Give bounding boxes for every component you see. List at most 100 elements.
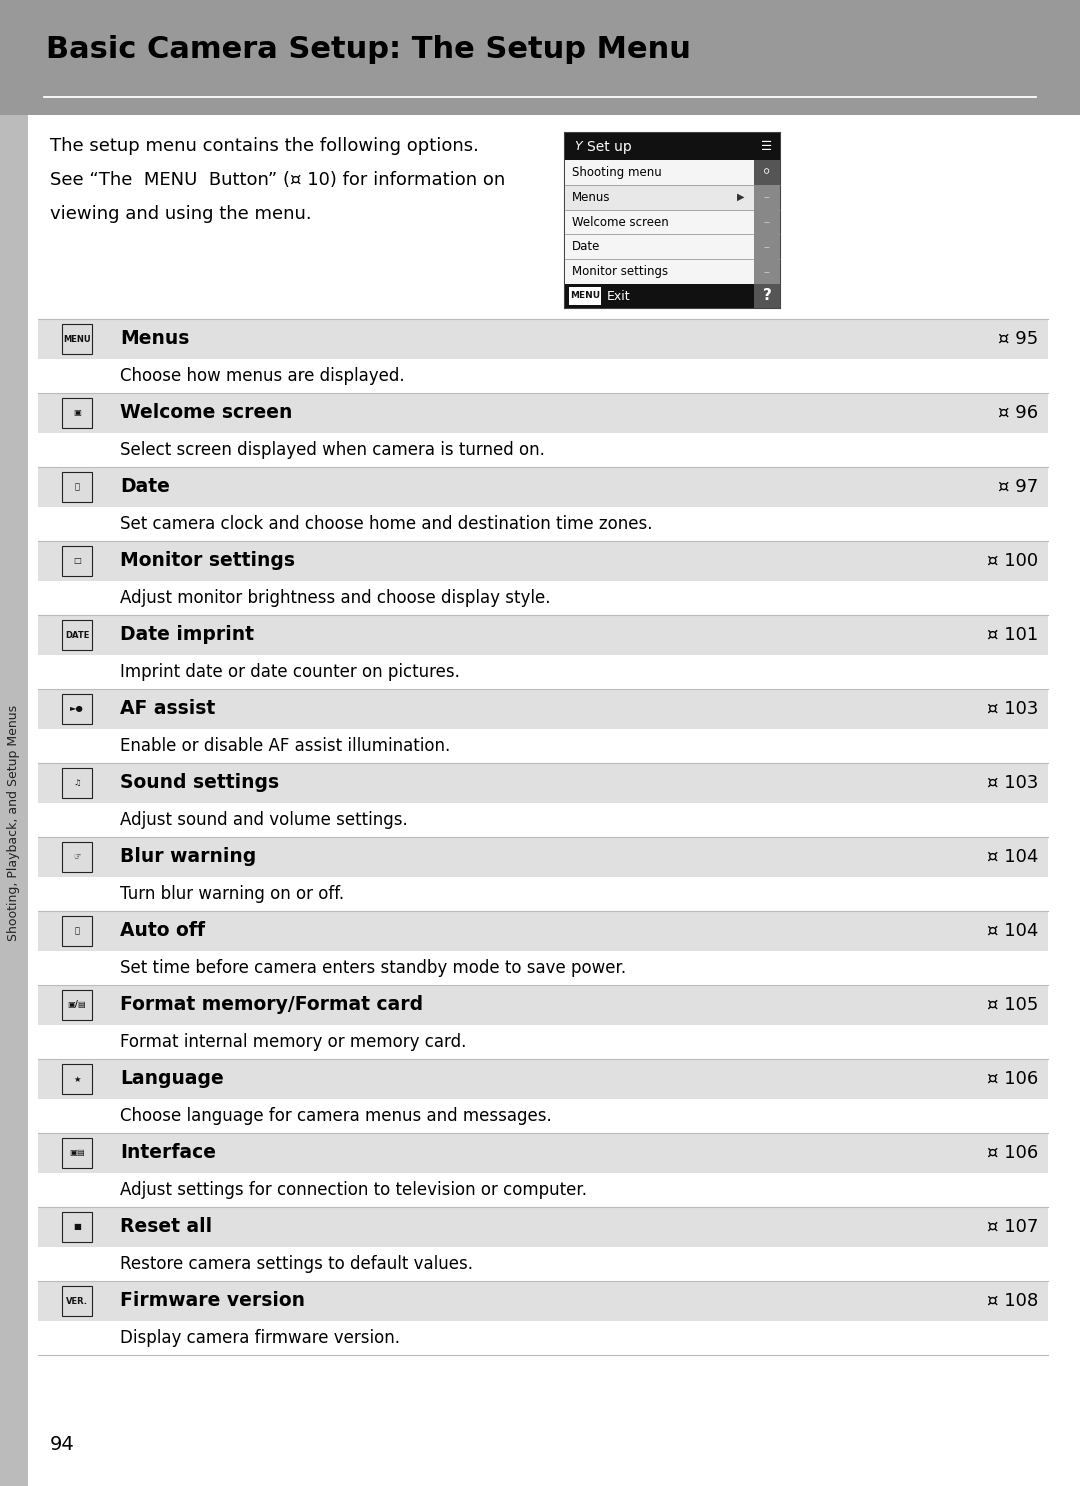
Bar: [38, 837, 1048, 877]
Text: Date: Date: [572, 241, 600, 253]
Text: Exit: Exit: [607, 290, 631, 303]
Text: Basic Camera Setup: The Setup Menu: Basic Camera Setup: The Setup Menu: [46, 36, 691, 64]
Text: --: --: [764, 192, 770, 202]
Bar: [38, 1321, 1048, 1355]
Bar: [565, 134, 780, 308]
Text: Shooting menu: Shooting menu: [572, 166, 662, 178]
Text: ¤ 97: ¤ 97: [998, 478, 1038, 496]
Bar: [565, 134, 780, 160]
Text: ¤ 96: ¤ 96: [998, 404, 1038, 422]
Bar: [754, 235, 780, 259]
Text: Choose how menus are displayed.: Choose how menus are displayed.: [120, 367, 405, 385]
Bar: [38, 615, 1048, 655]
Text: 94: 94: [50, 1435, 75, 1453]
Bar: [565, 160, 754, 184]
Bar: [62, 843, 92, 872]
Text: ★: ★: [73, 1074, 81, 1083]
Text: Sound settings: Sound settings: [120, 774, 279, 792]
Text: --: --: [764, 266, 770, 276]
Text: ?: ?: [762, 288, 771, 303]
Bar: [62, 324, 92, 354]
Bar: [565, 235, 754, 259]
Text: ⚪: ⚪: [762, 168, 772, 177]
Bar: [0, 114, 28, 1486]
Text: ⌛: ⌛: [75, 483, 80, 492]
Bar: [754, 160, 780, 184]
Text: Menus: Menus: [120, 330, 189, 349]
Bar: [38, 762, 1048, 802]
Bar: [62, 694, 92, 724]
Text: ☞: ☞: [73, 853, 81, 862]
Text: ¤ 105: ¤ 105: [987, 996, 1038, 1013]
Bar: [569, 287, 600, 305]
Text: DATE: DATE: [65, 630, 90, 639]
Text: Select screen displayed when camera is turned on.: Select screen displayed when camera is t…: [120, 441, 545, 459]
Bar: [62, 1064, 92, 1094]
Bar: [62, 915, 92, 947]
Text: Format internal memory or memory card.: Format internal memory or memory card.: [120, 1033, 467, 1051]
Bar: [38, 432, 1048, 467]
Bar: [38, 319, 1048, 360]
Bar: [38, 911, 1048, 951]
Text: --: --: [764, 217, 770, 227]
Text: Enable or disable AF assist illumination.: Enable or disable AF assist illumination…: [120, 737, 450, 755]
Bar: [62, 1138, 92, 1168]
Text: Menus: Menus: [572, 190, 610, 204]
Bar: [62, 1285, 92, 1317]
Text: The setup menu contains the following options.: The setup menu contains the following op…: [50, 137, 478, 155]
Bar: [565, 259, 754, 284]
Text: Welcome screen: Welcome screen: [572, 215, 669, 229]
Text: Adjust sound and volume settings.: Adjust sound and volume settings.: [120, 811, 408, 829]
Text: ¤ 106: ¤ 106: [987, 1144, 1038, 1162]
Text: ▣: ▣: [73, 409, 81, 418]
Text: Monitor settings: Monitor settings: [120, 551, 295, 571]
Bar: [38, 541, 1048, 581]
Bar: [38, 877, 1048, 911]
Bar: [38, 730, 1048, 762]
Bar: [38, 392, 1048, 432]
Bar: [38, 1172, 1048, 1207]
Text: ¤ 106: ¤ 106: [987, 1070, 1038, 1088]
Text: MENU: MENU: [570, 291, 600, 300]
Bar: [38, 467, 1048, 507]
Text: ¤ 101: ¤ 101: [987, 626, 1038, 643]
Text: Turn blur warning on or off.: Turn blur warning on or off.: [120, 886, 345, 903]
Text: □: □: [73, 556, 81, 566]
Text: VER.: VER.: [66, 1296, 87, 1306]
Bar: [565, 210, 754, 235]
Text: ⏻: ⏻: [75, 926, 80, 936]
Text: Adjust monitor brightness and choose display style.: Adjust monitor brightness and choose dis…: [120, 588, 551, 606]
Text: ☰: ☰: [760, 140, 772, 153]
Text: See “The  MENU  Button” (¤ 10) for information on: See “The MENU Button” (¤ 10) for informa…: [50, 171, 505, 189]
Text: Imprint date or date counter on pictures.: Imprint date or date counter on pictures…: [120, 663, 460, 681]
Bar: [38, 1207, 1048, 1247]
Text: ¤ 95: ¤ 95: [998, 330, 1038, 348]
Text: --: --: [764, 242, 770, 251]
Text: ¤ 103: ¤ 103: [987, 700, 1038, 718]
Text: Y: Y: [573, 140, 582, 153]
Bar: [38, 1247, 1048, 1281]
Text: Set camera clock and choose home and destination time zones.: Set camera clock and choose home and des…: [120, 516, 652, 533]
Bar: [754, 184, 780, 210]
Text: Adjust settings for connection to television or computer.: Adjust settings for connection to televi…: [120, 1181, 588, 1199]
Text: Language: Language: [120, 1070, 224, 1089]
Bar: [38, 1132, 1048, 1172]
Bar: [565, 284, 780, 308]
Text: Date: Date: [120, 477, 170, 496]
Bar: [62, 768, 92, 798]
Bar: [754, 284, 780, 308]
Text: Set up: Set up: [588, 140, 632, 153]
Bar: [38, 1281, 1048, 1321]
Text: viewing and using the menu.: viewing and using the menu.: [50, 205, 312, 223]
Bar: [38, 1025, 1048, 1060]
Bar: [62, 990, 92, 1019]
Text: Choose language for camera menus and messages.: Choose language for camera menus and mes…: [120, 1107, 552, 1125]
Text: Display camera firmware version.: Display camera firmware version.: [120, 1328, 400, 1346]
Bar: [565, 184, 754, 210]
Text: Date imprint: Date imprint: [120, 626, 254, 645]
Bar: [0, 0, 1080, 114]
Bar: [38, 802, 1048, 837]
Text: Restore camera settings to default values.: Restore camera settings to default value…: [120, 1256, 473, 1274]
Text: Blur warning: Blur warning: [120, 847, 256, 866]
Text: ▣▤: ▣▤: [69, 1149, 85, 1158]
